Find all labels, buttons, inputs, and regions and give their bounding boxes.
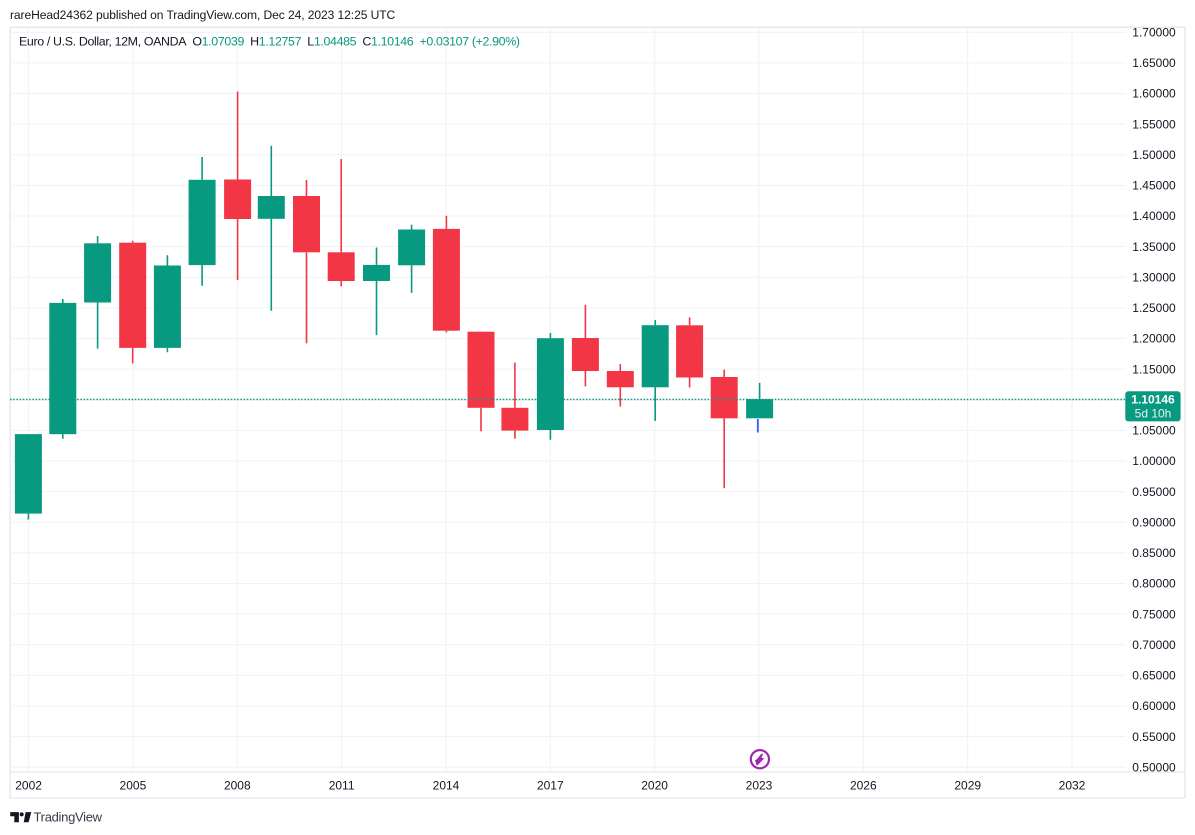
svg-text:0.75000: 0.75000 (1132, 607, 1176, 621)
svg-text:0.65000: 0.65000 (1132, 669, 1176, 683)
svg-text:1.45000: 1.45000 (1132, 179, 1176, 193)
svg-text:2017: 2017 (537, 779, 564, 793)
svg-text:1.70000: 1.70000 (1132, 26, 1176, 40)
svg-text:1.05000: 1.05000 (1132, 424, 1176, 438)
svg-text:2011: 2011 (329, 779, 355, 793)
svg-text:2005: 2005 (120, 779, 147, 793)
svg-text:0.50000: 0.50000 (1132, 760, 1176, 774)
svg-text:1.15000: 1.15000 (1132, 362, 1176, 376)
svg-text:1.20000: 1.20000 (1132, 332, 1176, 346)
svg-text:2032: 2032 (1059, 779, 1086, 793)
svg-text:1.50000: 1.50000 (1132, 148, 1176, 162)
svg-text:0.85000: 0.85000 (1132, 546, 1176, 560)
svg-text:2026: 2026 (850, 779, 877, 793)
svg-text:1.30000: 1.30000 (1132, 271, 1176, 285)
svg-text:2023: 2023 (746, 779, 773, 793)
svg-text:1.55000: 1.55000 (1132, 117, 1176, 131)
svg-text:2020: 2020 (641, 779, 668, 793)
svg-text:2008: 2008 (224, 779, 251, 793)
svg-text:0.70000: 0.70000 (1132, 638, 1176, 652)
svg-text:2029: 2029 (954, 779, 981, 793)
svg-text:0.60000: 0.60000 (1132, 699, 1176, 713)
svg-text:1.25000: 1.25000 (1132, 301, 1176, 315)
svg-text:0.80000: 0.80000 (1132, 577, 1176, 591)
svg-text:0.55000: 0.55000 (1132, 730, 1176, 744)
svg-text:TradingView: TradingView (34, 810, 103, 825)
svg-text:5d 10h: 5d 10h (1135, 407, 1172, 421)
svg-text:1.10146: 1.10146 (1131, 393, 1175, 407)
svg-text:1.00000: 1.00000 (1132, 454, 1176, 468)
svg-text:0.90000: 0.90000 (1132, 515, 1176, 529)
svg-text:rareHead24362 published on Tra: rareHead24362 published on TradingView.c… (10, 8, 395, 22)
svg-text:2002: 2002 (15, 779, 42, 793)
svg-text:1.35000: 1.35000 (1132, 240, 1176, 254)
svg-text:1.65000: 1.65000 (1132, 56, 1176, 70)
svg-text:2014: 2014 (433, 779, 460, 793)
svg-text:0.95000: 0.95000 (1132, 485, 1176, 499)
svg-text:1.60000: 1.60000 (1132, 87, 1176, 101)
svg-text:1.40000: 1.40000 (1132, 209, 1176, 223)
svg-text:Euro / U.S. Dollar, 12M, OANDA: Euro / U.S. Dollar, 12M, OANDA O1.07039 … (19, 35, 520, 49)
